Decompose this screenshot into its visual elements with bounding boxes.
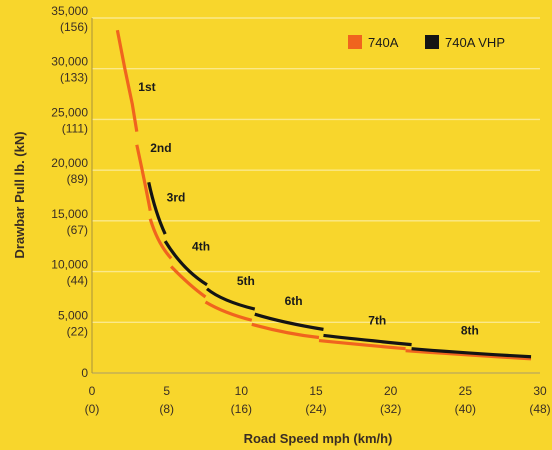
series-740a-vhp — [147, 181, 532, 359]
gear-segment-1 — [115, 29, 139, 132]
gear-segment-4 — [254, 312, 324, 331]
y-tick-label: 30,000 — [51, 55, 88, 69]
legend-swatch-740a-vhp — [425, 35, 439, 49]
x-tick-label: 5 — [163, 384, 170, 398]
x-tick-sublabel: (48) — [529, 402, 550, 416]
legend-label-740a-vhp: 740A VHP — [445, 35, 505, 50]
y-tick-sublabel: (22) — [67, 324, 88, 338]
x-tick-label: 0 — [89, 384, 96, 398]
gear-segment-7 — [318, 338, 406, 351]
gear-label-1st: 1st — [138, 80, 155, 94]
legend: 740A 740A VHP — [348, 35, 505, 50]
gear-segment-3 — [148, 218, 173, 260]
x-axis-title: Road Speed mph (km/h) — [244, 431, 393, 446]
gear-segment-1 — [147, 181, 167, 235]
y-tick-sublabel: (89) — [67, 172, 88, 186]
y-axis-title: Drawbar Pull lb. (kN) — [12, 131, 27, 258]
gear-segment-2 — [163, 240, 208, 287]
legend-label-740a: 740A — [368, 35, 399, 50]
x-tick-label: 30 — [533, 384, 547, 398]
y-tick-label: 15,000 — [51, 207, 88, 221]
gear-label-7th: 7th — [368, 313, 386, 327]
gear-label-5th: 5th — [237, 274, 255, 288]
x-tick-label: 25 — [459, 384, 473, 398]
y-tick-sublabel: (67) — [67, 223, 88, 237]
x-tick-sublabel: (16) — [231, 402, 252, 416]
gear-label-2nd: 2nd — [150, 141, 171, 155]
gear-label-8th: 8th — [461, 323, 479, 337]
y-tick-label: 35,000 — [51, 4, 88, 18]
x-tick-sublabel: (32) — [380, 402, 401, 416]
gear-segment-5 — [323, 333, 412, 347]
grid — [92, 17, 540, 374]
x-tick-sublabel: (8) — [159, 402, 174, 416]
axes: 0 5,000 (22) 10,000 (44) 15,000 (67) 20,000 (89)… — [51, 4, 550, 416]
gear-annotations: 1st 2nd 3rd 4th 5th 6th 7th 8th — [138, 80, 479, 337]
x-tick-label: 20 — [384, 384, 398, 398]
y-tick-sublabel: (133) — [60, 71, 88, 85]
gear-segment-6 — [411, 347, 532, 359]
x-tick-sublabel: (0) — [85, 402, 100, 416]
y-tick-sublabel: (44) — [67, 274, 88, 288]
y-tick-sublabel: (111) — [62, 121, 88, 135]
legend-swatch-740a — [348, 35, 362, 49]
y-tick-label: 25,000 — [51, 105, 88, 119]
series-740a — [115, 29, 532, 361]
y-tick-label: 5,000 — [58, 308, 88, 322]
gear-segment-3 — [205, 287, 256, 311]
series-lines — [115, 29, 532, 361]
gear-segment-5 — [204, 300, 253, 322]
gear-label-3rd: 3rd — [167, 191, 186, 205]
gear-label-6th: 6th — [285, 294, 303, 308]
y-tick-label: 20,000 — [51, 156, 88, 170]
y-tick-label: 0 — [81, 366, 88, 380]
gear-label-4th: 4th — [192, 239, 210, 253]
x-tick-label: 15 — [309, 384, 323, 398]
y-tick-label: 10,000 — [51, 258, 88, 272]
gear-segment-2 — [135, 144, 152, 212]
gear-segment-8 — [405, 349, 532, 361]
gear-segment-6 — [251, 322, 320, 340]
x-tick-sublabel: (24) — [305, 402, 326, 416]
y-tick-sublabel: (156) — [60, 20, 88, 34]
gear-segment-4 — [169, 265, 207, 299]
x-tick-label: 10 — [235, 384, 249, 398]
x-tick-sublabel: (40) — [455, 402, 476, 416]
